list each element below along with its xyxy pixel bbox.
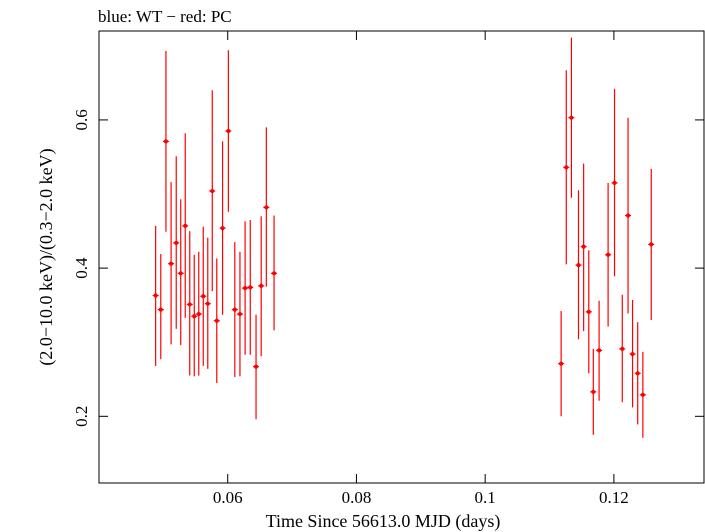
data-point xyxy=(639,351,646,438)
data-point xyxy=(195,251,202,376)
point-marker xyxy=(586,309,591,314)
chart-title: blue: WT − red: PC xyxy=(98,7,232,26)
data-point xyxy=(596,300,603,401)
point-marker xyxy=(210,188,215,194)
data-point xyxy=(177,199,184,346)
point-marker xyxy=(168,261,174,266)
data-point xyxy=(605,182,612,327)
data-point xyxy=(258,216,265,357)
data-point xyxy=(247,219,254,355)
point-marker xyxy=(581,244,586,249)
point-marker xyxy=(620,346,625,351)
data-point xyxy=(168,182,175,345)
point-marker xyxy=(591,389,596,394)
point-marker xyxy=(606,252,611,257)
data-point xyxy=(563,70,570,265)
data-point xyxy=(157,254,164,360)
plot-frame xyxy=(98,30,705,484)
point-marker xyxy=(178,271,183,276)
data-point xyxy=(219,141,226,315)
x-tick-label: 0.12 xyxy=(599,488,629,507)
data-point xyxy=(200,226,207,366)
data-point xyxy=(575,190,582,340)
y-tick-label: 0.6 xyxy=(72,109,91,130)
data-point xyxy=(611,88,618,277)
point-marker xyxy=(237,311,243,317)
data-point xyxy=(204,237,211,369)
data-point xyxy=(213,258,220,383)
point-marker xyxy=(248,285,253,290)
x-axis: 0.06 0.08 0.1 0.12 xyxy=(213,31,629,507)
data-point xyxy=(648,168,655,320)
data-point xyxy=(619,294,626,403)
point-marker xyxy=(559,361,564,366)
data-point xyxy=(634,322,641,425)
data-point xyxy=(625,117,632,314)
point-marker xyxy=(201,294,206,299)
x-tick-label: 0.06 xyxy=(213,488,243,507)
x-tick-label: 0.08 xyxy=(342,488,372,507)
data-point xyxy=(236,251,243,377)
data-point xyxy=(263,127,270,287)
data-point xyxy=(186,231,193,376)
data-point xyxy=(253,314,260,420)
point-marker xyxy=(163,139,169,144)
point-marker xyxy=(187,302,192,307)
point-marker xyxy=(183,223,188,228)
y-axis: 0.2 0.4 0.6 xyxy=(72,109,704,427)
data-point xyxy=(242,221,249,355)
point-marker xyxy=(640,392,645,397)
point-marker xyxy=(214,318,219,323)
point-marker xyxy=(612,180,617,186)
x-tick-label: 0.1 xyxy=(475,488,496,507)
point-marker xyxy=(569,115,574,120)
point-marker xyxy=(625,213,631,218)
point-marker xyxy=(564,165,569,170)
data-point xyxy=(152,225,159,366)
point-marker xyxy=(220,226,225,231)
point-marker xyxy=(630,351,635,357)
point-marker xyxy=(158,307,163,312)
point-marker xyxy=(649,242,654,247)
y-tick-label: 0.4 xyxy=(72,257,91,279)
point-marker xyxy=(174,240,179,246)
data-point xyxy=(590,348,597,435)
data-point xyxy=(231,242,238,378)
point-marker xyxy=(232,307,237,312)
point-marker xyxy=(253,364,259,369)
point-marker xyxy=(192,314,197,319)
point-marker xyxy=(596,348,602,353)
point-marker xyxy=(243,286,248,291)
data-point xyxy=(558,311,565,417)
data-series xyxy=(152,37,655,438)
data-point xyxy=(568,37,575,198)
data-point xyxy=(182,133,189,318)
data-point xyxy=(209,90,216,292)
y-axis-label: (2.0−10.0 keV)/(0.3−2.0 keV) xyxy=(36,148,57,365)
data-point xyxy=(173,156,180,329)
point-marker xyxy=(226,128,231,134)
point-marker xyxy=(259,283,264,288)
data-point xyxy=(580,163,587,332)
point-marker xyxy=(153,293,158,298)
x-axis-label: Time Since 56613.0 MJD (days) xyxy=(266,511,501,532)
point-marker xyxy=(271,271,277,276)
data-point xyxy=(629,299,636,408)
point-marker xyxy=(196,311,201,317)
data-point xyxy=(585,250,592,374)
data-point xyxy=(271,215,278,331)
data-point xyxy=(191,254,198,377)
data-point xyxy=(162,51,169,232)
point-marker xyxy=(264,205,269,210)
point-marker xyxy=(205,301,210,306)
data-point xyxy=(225,50,232,212)
point-marker xyxy=(576,263,581,268)
y-tick-label: 0.2 xyxy=(72,406,91,427)
point-marker xyxy=(635,371,640,376)
